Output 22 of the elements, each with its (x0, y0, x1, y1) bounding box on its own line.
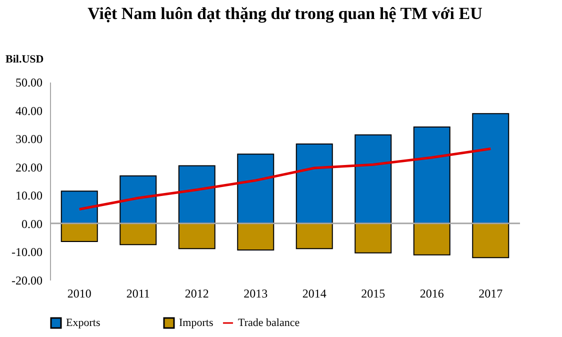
x-tick-label: 2016 (420, 286, 444, 300)
legend-label: Trade balance (238, 317, 300, 329)
x-tick-label: 2013 (244, 286, 268, 300)
y-tick-label: 40.00 (16, 104, 42, 118)
y-tick-label: 50.00 (16, 76, 42, 90)
y-tick-label: -20.00 (12, 274, 42, 288)
x-tick-label: 2015 (361, 286, 386, 300)
y-axis-title: Bil.USD (6, 54, 44, 66)
chart-title: Việt Nam luôn đạt thặng dư trong quan hệ TM với EU (88, 4, 482, 23)
y-tick-label: 30.00 (16, 132, 42, 146)
legend-label: Exports (66, 317, 100, 329)
x-tick-label: 2012 (184, 286, 209, 300)
x-tick-label: 2014 (302, 286, 326, 300)
y-tick-label: 10.00 (16, 188, 42, 203)
line-series (78, 148, 492, 211)
x-tick-label: 2010 (67, 286, 92, 300)
legend-label: Imports (179, 317, 214, 329)
x-tick-label: 2017 (478, 286, 503, 300)
y-tick-label: 20.00 (16, 160, 42, 174)
x-tick-label: 2011 (126, 286, 150, 300)
y-tick-label: -10.00 (12, 245, 42, 260)
y-tick-label: 0.00 (22, 216, 42, 231)
